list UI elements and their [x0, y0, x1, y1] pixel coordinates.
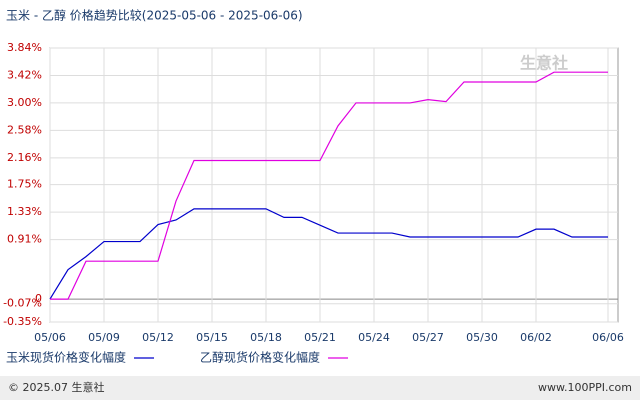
y-tick-label: 1.33% — [7, 205, 42, 218]
legend-label: 玉米现货价格变化幅度 — [6, 350, 126, 365]
x-tick-label: 05/15 — [196, 331, 228, 344]
x-tick-label: 06/06 — [592, 331, 624, 344]
y-tick-label: 0 — [35, 292, 42, 305]
footer-right: www.100PPI.com — [538, 381, 632, 394]
x-tick-label: 05/24 — [358, 331, 390, 344]
y-tick-label: 0.91% — [7, 233, 42, 246]
chart-title: 玉米 - 乙醇 价格趋势比较(2025-05-06 - 2025-06-06) — [6, 8, 303, 23]
y-tick-label: 1.75% — [7, 178, 42, 191]
footer — [0, 376, 640, 400]
series-line — [49, 208, 608, 300]
y-tick-label: 3.84% — [7, 41, 42, 54]
series-line — [50, 71, 608, 300]
y-tick-label: 2.58% — [7, 123, 42, 136]
y-tick-label: -0.07% — [3, 297, 42, 310]
y-tick-label: -0.35% — [3, 315, 42, 328]
x-tick-label: 05/21 — [304, 331, 336, 344]
x-tick-label: 06/02 — [520, 331, 552, 344]
legend-label: 乙醇现货价格变化幅度 — [200, 350, 320, 365]
x-tick-label: 05/06 — [34, 331, 66, 344]
x-tick-label: 05/09 — [88, 331, 120, 344]
footer-left: © 2025.07 生意社 — [8, 380, 104, 394]
y-tick-label: 2.16% — [7, 151, 42, 164]
watermark: 生意社 — [520, 54, 568, 73]
x-tick-label: 05/18 — [250, 331, 282, 344]
x-tick-label: 05/27 — [412, 331, 444, 344]
y-tick-label: 3.00% — [7, 96, 42, 109]
x-tick-label: 05/12 — [142, 331, 174, 344]
x-tick-label: 05/30 — [466, 331, 498, 344]
y-tick-label: 3.42% — [7, 68, 42, 81]
